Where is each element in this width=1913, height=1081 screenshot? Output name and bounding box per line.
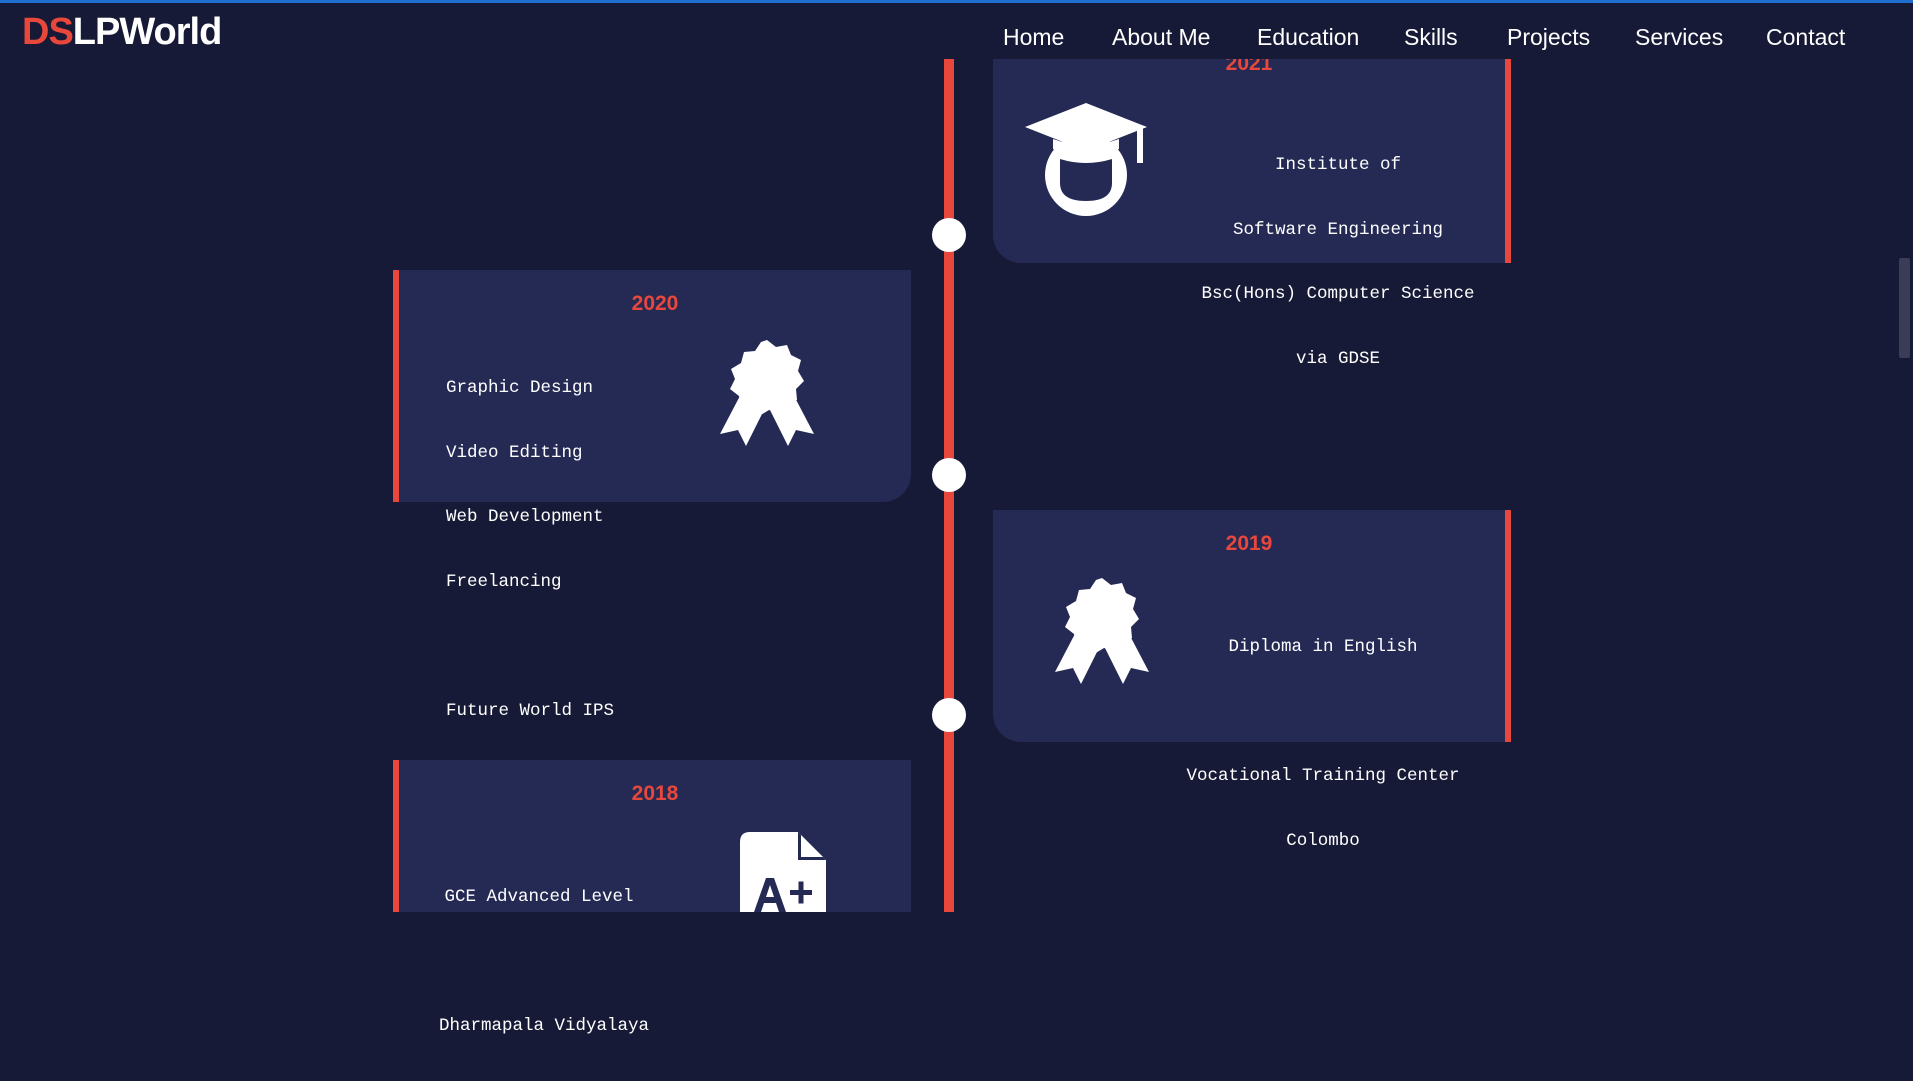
text-line: Future World IPS <box>446 700 615 721</box>
award-ribbon-icon <box>1053 578 1151 689</box>
timeline-node <box>932 218 966 252</box>
text-line: Web Development <box>446 507 604 527</box>
timeline-text: Institute of Software Engineering Bsc(Ho… <box>1193 112 1483 413</box>
site-header: DSLPWorld Home About Me Education Skills… <box>0 3 1896 59</box>
site-logo[interactable]: DSLPWorld <box>22 11 223 53</box>
page-scrollbar[interactable] <box>1896 3 1913 912</box>
logo-lpworld: LPWorld <box>72 11 223 53</box>
text-line: Colombo <box>1286 830 1360 851</box>
timeline-card-2020: 2020 Graphic Design Video Editing Web De… <box>393 270 911 721</box>
timeline-card-2019: 2019 Diploma in English Vocational Train… <box>993 510 1511 851</box>
text-line <box>1173 702 1473 724</box>
text-line: GCE Advanced Level <box>444 887 634 907</box>
scrollbar-thumb[interactable] <box>1899 258 1910 358</box>
browser-top-line <box>0 0 1913 3</box>
text-line: Diploma in English <box>1228 637 1418 657</box>
text-line: Dharmapala Vidyalaya <box>439 1016 650 1036</box>
nav-services[interactable]: Services <box>1635 24 1724 50</box>
text-line: Video Editing <box>446 442 583 463</box>
nav-education[interactable]: Education <box>1257 24 1360 50</box>
timeline-text: GCE Advanced Level Dharmapala Vidyalaya <box>439 844 650 1081</box>
timeline-year: 2020 <box>631 292 679 315</box>
nav-home[interactable]: Home <box>1003 24 1065 50</box>
timeline-node <box>932 698 966 732</box>
text-line <box>439 952 639 974</box>
text-line: Graphic Design <box>446 378 594 398</box>
nav-skills[interactable]: Skills <box>1404 24 1458 50</box>
text-line: Software Engineering <box>1232 219 1444 240</box>
logo-ds: DS <box>22 11 74 53</box>
nav-projects[interactable]: Projects <box>1507 24 1591 50</box>
text-line: via GDSE <box>1295 348 1380 369</box>
text-line: Vocational Training Center <box>1186 766 1460 786</box>
nav-contact[interactable]: Contact <box>1766 24 1846 50</box>
text-line: Institute of <box>1274 155 1402 175</box>
timeline-card-2018: 2018 GCE Advanced Level Dharmapala Vidya… <box>393 760 911 1036</box>
timeline-year: 2019 <box>1225 532 1273 555</box>
text-line <box>446 636 614 658</box>
text-line: Bsc(Hons) Computer Science <box>1201 284 1475 304</box>
award-ribbon-icon <box>718 340 816 451</box>
timeline-card-2021: 2021 Institute of Software Engineering B… <box>993 28 1511 369</box>
timeline-node <box>932 458 966 492</box>
a-plus-document-icon <box>740 832 826 917</box>
text-line: Freelancing <box>446 571 562 592</box>
nav-about-me[interactable]: About Me <box>1112 24 1211 50</box>
timeline-year: 2018 <box>631 782 679 805</box>
timeline-text: Diploma in English Vocational Training C… <box>1173 594 1473 895</box>
graduation-cap-icon <box>1023 101 1149 224</box>
timeline-text: Graphic Design Video Editing Web Develop… <box>446 335 614 765</box>
